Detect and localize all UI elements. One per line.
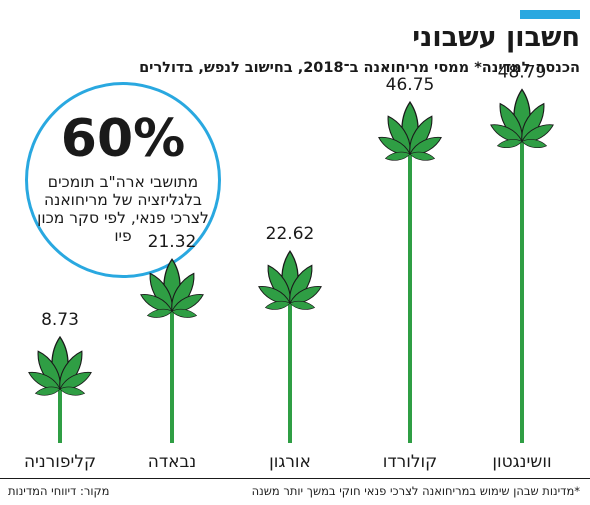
bar-leaf-3 bbox=[378, 100, 442, 161]
source-note: מקור: דיווחי המדינות bbox=[8, 484, 110, 498]
footer-divider bbox=[0, 478, 590, 479]
bar-leaf-1 bbox=[140, 258, 204, 318]
value-label-1: 21.32 bbox=[148, 232, 197, 252]
footnote: *מדינות שבהן שימוש במריחואנה לצרכי פנאי … bbox=[251, 484, 580, 498]
category-label-3: קולורדו bbox=[383, 452, 438, 472]
callout-circle: 60% מתושבי ארה"ב תומכים בלגליזציה של מרי… bbox=[25, 82, 221, 278]
category-label-0: קליפורניה bbox=[24, 452, 96, 472]
chart-title: חשבון עשבוני bbox=[412, 22, 580, 53]
value-label-2: 22.62 bbox=[266, 224, 315, 244]
bar-leaf-2 bbox=[258, 250, 322, 310]
bar-plant-3 bbox=[378, 100, 442, 443]
bar-plant-2 bbox=[258, 250, 322, 443]
callout-text: מתושבי ארה"ב תומכים בלגליזציה של מריחואנ… bbox=[37, 173, 209, 245]
bar-plant-1 bbox=[140, 258, 204, 443]
chart-subtitle: הכנסה למדינה* ממסי מריחואנה ב־2018, בחיש… bbox=[139, 60, 580, 76]
bar-leaf-0 bbox=[28, 335, 92, 396]
value-label-3: 46.75 bbox=[386, 75, 435, 95]
value-label-0: 8.73 bbox=[41, 310, 79, 330]
bar-plant-4 bbox=[490, 88, 554, 443]
bar-plant-0 bbox=[28, 335, 92, 443]
bar-leaf-4 bbox=[490, 88, 554, 149]
category-label-4: וושינגטון bbox=[492, 452, 551, 472]
category-label-2: אורגון bbox=[269, 452, 311, 472]
callout-percent: 60% bbox=[60, 109, 186, 169]
accent-bar bbox=[520, 10, 580, 19]
category-label-1: נבאדה bbox=[148, 452, 196, 472]
value-label-4: 48.79 bbox=[498, 62, 547, 82]
